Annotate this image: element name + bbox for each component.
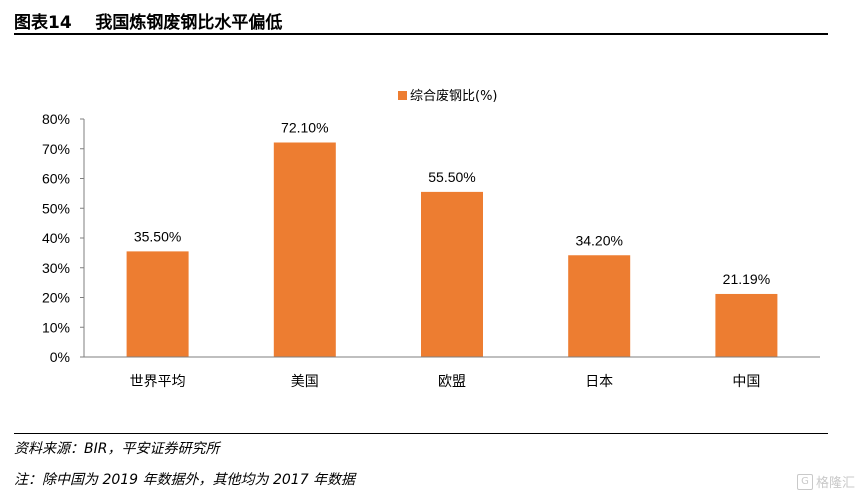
data-label: 72.10% bbox=[281, 120, 328, 136]
x-tick-label: 日本 bbox=[585, 374, 613, 390]
y-tick-label: 80% bbox=[42, 111, 70, 127]
data-note: 注：除中国为 2019 年数据外，其他均为 2017 年数据 bbox=[14, 472, 356, 488]
y-tick-label: 40% bbox=[42, 230, 70, 246]
bar-4 bbox=[568, 255, 631, 357]
watermark: G 格隆汇 bbox=[796, 472, 855, 491]
bar-series: 35.50% 72.10% 55.50% 34.20% 21.19% bbox=[126, 120, 778, 357]
y-axis: 0% 10% 20% 30% 40% 50% 60% 70% 80% bbox=[42, 111, 85, 365]
x-tick-label: 世界平均 bbox=[130, 374, 186, 390]
data-label: 21.19% bbox=[723, 271, 770, 287]
source-note: 资料来源：BIR，平安证券研究所 bbox=[14, 441, 220, 457]
data-label: 34.20% bbox=[575, 232, 622, 248]
x-tick-label: 中国 bbox=[732, 374, 760, 390]
y-tick-label: 10% bbox=[42, 319, 70, 335]
footer-divider bbox=[14, 433, 828, 434]
y-tick-label: 0% bbox=[50, 349, 70, 365]
bar-chart: 综合废钢比(%) 0% 10% 20% 30% 40% 50% 60% 70% 80% 35.5… bbox=[42, 88, 820, 390]
y-tick-label: 70% bbox=[42, 141, 70, 157]
legend: 综合废钢比(%) bbox=[398, 88, 498, 104]
bar-5 bbox=[715, 293, 778, 357]
y-tick-label: 30% bbox=[42, 260, 70, 276]
bar-1 bbox=[126, 251, 189, 357]
figure-number: 图表14 bbox=[14, 13, 72, 33]
figure-heading: 我国炼钢废钢比水平偏低 bbox=[95, 13, 283, 33]
figure-title: 图表14 我国炼钢废钢比水平偏低 bbox=[14, 8, 282, 33]
watermark-text: 格隆汇 bbox=[815, 476, 855, 491]
bar-2 bbox=[273, 142, 336, 357]
legend-swatch bbox=[398, 91, 407, 100]
y-tick-label: 50% bbox=[42, 200, 70, 216]
y-tick-label: 60% bbox=[42, 171, 70, 187]
y-tick-label: 20% bbox=[42, 290, 70, 306]
x-tick-label: 美国 bbox=[291, 374, 319, 390]
data-label: 35.50% bbox=[134, 228, 181, 244]
watermark-logo-icon: G bbox=[796, 473, 813, 490]
x-axis: 世界平均 美国 欧盟 日本 中国 bbox=[84, 356, 820, 390]
title-divider bbox=[14, 33, 828, 35]
legend-label: 综合废钢比(%) bbox=[410, 88, 498, 104]
x-tick-label: 欧盟 bbox=[438, 374, 466, 390]
bar-3 bbox=[421, 191, 483, 357]
data-label: 55.50% bbox=[428, 169, 475, 185]
